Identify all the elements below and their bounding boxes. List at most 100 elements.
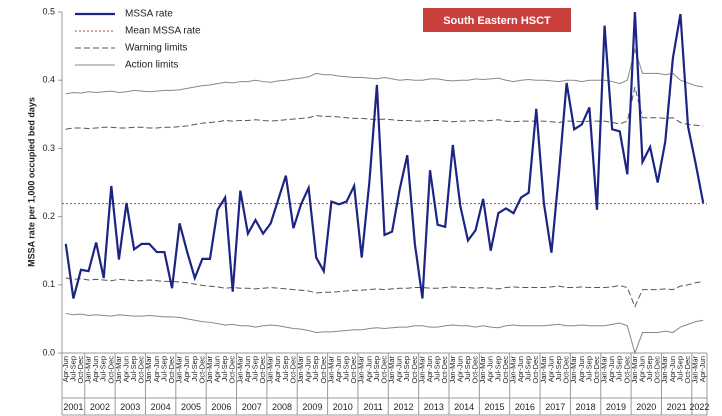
year-label: 2003 <box>120 402 140 412</box>
x-tick-label: Oct-Dec <box>592 356 601 384</box>
x-tick-label: Jul-Sep <box>281 356 290 381</box>
x-tick-label: Oct-Dec <box>683 356 692 384</box>
x-tick-label: Jan-Mar <box>539 356 548 384</box>
x-tick-label: Jan-Mar <box>569 356 578 384</box>
x-tick-label: Oct-Dec <box>440 356 449 384</box>
x-tick-label: Apr-Jun <box>273 356 282 382</box>
x-tick-label: Apr-Jun <box>182 356 191 382</box>
y-tick-label: 0.0 <box>42 347 55 357</box>
x-tick-label: Jul-Sep <box>220 356 229 381</box>
x-tick-label: Jul-Sep <box>68 356 77 381</box>
x-tick-label: Jul-Sep <box>311 356 320 381</box>
x-tick-label: Apr-Jun <box>91 356 100 382</box>
x-tick-label: Jul-Sep <box>402 356 411 381</box>
x-tick-label: Oct-Dec <box>167 356 176 384</box>
x-tick-label: Jul-Sep <box>190 356 199 381</box>
x-tick-label: Jul-Sep <box>129 356 138 381</box>
x-tick-label: Oct-Dec <box>379 356 388 384</box>
x-tick-label: Jul-Sep <box>615 356 624 381</box>
x-tick-label: Oct-Dec <box>410 356 419 384</box>
x-tick-label: Oct-Dec <box>471 356 480 384</box>
x-tick-label: Oct-Dec <box>288 356 297 384</box>
x-tick-label: Jul-Sep <box>372 356 381 381</box>
x-tick-label: Jul-Sep <box>645 356 654 381</box>
x-tick-label: Jan-Mar <box>630 356 639 384</box>
x-tick-label: Jul-Sep <box>159 356 168 381</box>
lower-limit <box>65 277 704 308</box>
year-label: 2021 <box>667 402 687 412</box>
legend-label: MSSA rate <box>125 9 173 20</box>
x-tick-label: Apr-Jun <box>334 356 343 382</box>
y-tick-label: 0.4 <box>42 75 55 85</box>
x-tick-label: Jul-Sep <box>463 356 472 381</box>
x-tick-label: Jan-Mar <box>114 356 123 384</box>
legend-label: Mean MSSA rate <box>125 26 201 37</box>
legend-label: Action limits <box>125 60 178 71</box>
year-label: 2014 <box>454 402 474 412</box>
year-label: 2011 <box>363 402 382 412</box>
x-tick-label: Oct-Dec <box>258 356 267 384</box>
upper-limit <box>65 86 704 130</box>
x-tick-label: Jan-Mar <box>205 356 214 384</box>
year-label: 2004 <box>151 402 171 412</box>
x-tick-label: Jan-Mar <box>266 356 275 384</box>
x-tick-label: Oct-Dec <box>228 356 237 384</box>
x-tick-label: Apr-Jun <box>152 356 161 382</box>
year-label: 2002 <box>90 402 110 412</box>
x-tick-label: Apr-Jun <box>637 356 646 382</box>
x-tick-label: Apr-Jun <box>455 356 464 382</box>
x-tick-label: Jul-Sep <box>493 356 502 381</box>
x-tick-label: Jul-Sep <box>433 356 442 381</box>
year-label: 2006 <box>211 402 231 412</box>
x-tick-label: Jul-Sep <box>99 356 108 381</box>
x-tick-label: Apr-Jun <box>304 356 313 382</box>
year-label: 2018 <box>576 402 596 412</box>
x-tick-label: Apr-Jun <box>364 356 373 382</box>
x-tick-label: Apr-Jun <box>61 356 70 382</box>
x-tick-label: Jan-Mar <box>175 356 184 384</box>
x-tick-label: Jul-Sep <box>554 356 563 381</box>
x-tick-label: Oct-Dec <box>653 356 662 384</box>
x-tick-label: Jan-Mar <box>144 356 153 384</box>
x-tick-label: Apr-Jun <box>516 356 525 382</box>
rate-line <box>64 11 705 299</box>
x-tick-label: Jul-Sep <box>342 356 351 381</box>
year-label: 2022 <box>689 402 709 412</box>
x-tick-label: Jan-Mar <box>508 356 517 384</box>
y-tick-label: 0.5 <box>42 6 55 16</box>
x-tick-label: Apr-Jun <box>395 356 404 382</box>
badge-box <box>423 8 571 32</box>
x-tick-label: Oct-Dec <box>501 356 510 384</box>
x-tick-label: Apr-Jun <box>668 356 677 382</box>
year-label: 2015 <box>485 402 505 412</box>
year-label: 2010 <box>333 402 353 412</box>
x-tick-label: Apr-Jun <box>121 356 130 382</box>
legend-label: Warning limits <box>125 43 187 54</box>
y-tick-label: 0.3 <box>42 143 55 153</box>
x-tick-label: Oct-Dec <box>137 356 146 384</box>
x-tick-label: Apr-Jun <box>607 356 616 382</box>
x-tick-label: Jan-Mar <box>448 356 457 384</box>
year-label: 2017 <box>545 402 565 412</box>
x-tick-label: Jan-Mar <box>296 356 305 384</box>
x-tick-label: Oct-Dec <box>76 356 85 384</box>
x-tick-label: Jan-Mar <box>478 356 487 384</box>
x-tick-label: Oct-Dec <box>319 356 328 384</box>
x-tick-label: Apr-Jun <box>425 356 434 382</box>
upper-limit <box>65 47 704 95</box>
x-tick-label: Jan-Mar <box>387 356 396 384</box>
year-label: 2013 <box>424 402 444 412</box>
year-label: 2016 <box>515 402 535 412</box>
year-label: 2009 <box>302 402 322 412</box>
x-tick-label: Jan-Mar <box>417 356 426 384</box>
lower-limit <box>65 312 704 355</box>
x-tick-label: Oct-Dec <box>531 356 540 384</box>
year-label: 2001 <box>63 402 83 412</box>
x-tick-label: Jan-Mar <box>84 356 93 384</box>
badge-text: South Eastern HSCT <box>443 15 551 27</box>
x-tick-label: Apr-Jun <box>546 356 555 382</box>
year-label: 2012 <box>393 402 413 412</box>
y-tick-label: 0.2 <box>42 211 55 221</box>
x-tick-label: Jan-Mar <box>660 356 669 384</box>
